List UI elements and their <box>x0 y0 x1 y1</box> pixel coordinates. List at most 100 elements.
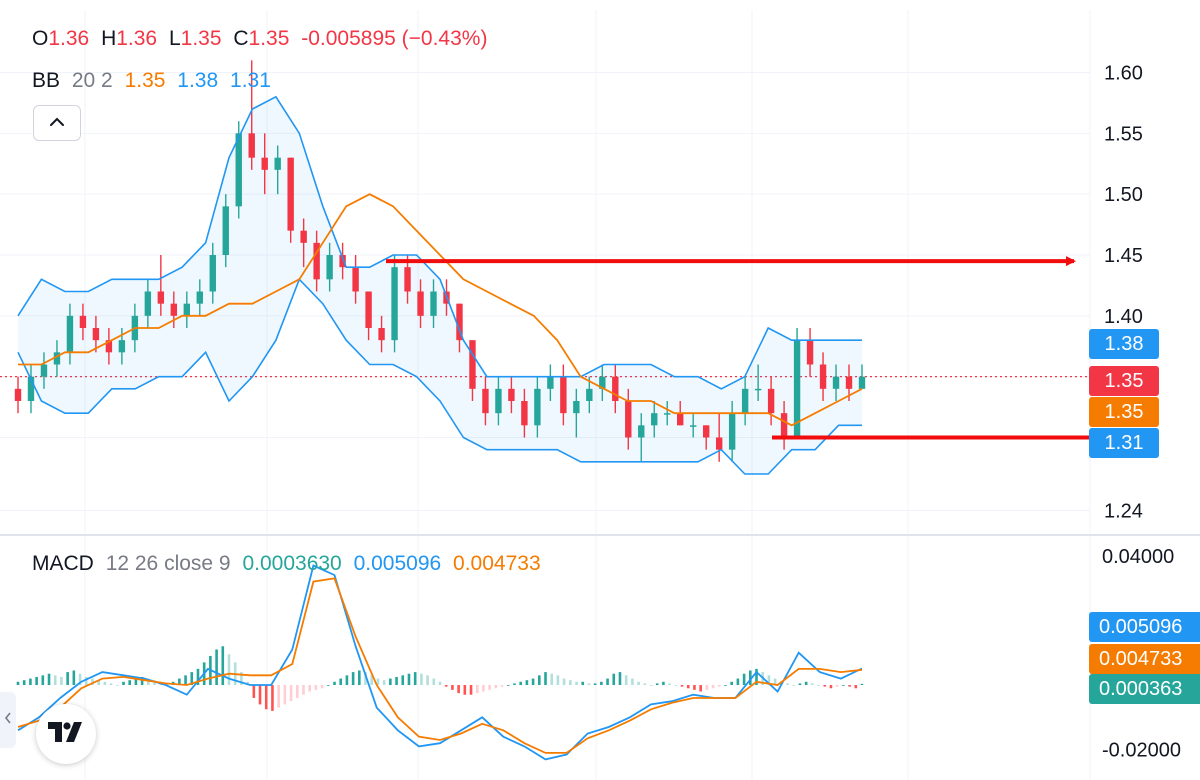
macd-histogram-bar <box>798 683 802 686</box>
candle-body <box>378 327 385 341</box>
macd-signal-line <box>17 577 863 754</box>
candle-body <box>677 413 684 426</box>
candle-body <box>183 303 190 316</box>
candle-body <box>612 376 619 401</box>
candle-body <box>92 327 100 341</box>
macd-legend[interactable]: MACD 12 26 close 9 0.0003630 0.005096 0.… <box>32 552 547 576</box>
candle-body <box>196 291 203 304</box>
macd-histogram-bar <box>463 685 467 695</box>
candle-body <box>339 255 346 268</box>
price-tick-label: 1.45 <box>1104 245 1143 267</box>
macd-histogram-bar <box>401 675 405 686</box>
candle-body <box>313 242 320 280</box>
candle-body <box>352 267 359 292</box>
candle-body <box>170 303 178 316</box>
candle-body <box>586 388 593 401</box>
macd-hist-tag: 0.000363 <box>1089 674 1200 704</box>
low-value: 1.35 <box>180 27 222 50</box>
macd-histogram-bar <box>29 678 32 686</box>
macd-name: MACD <box>32 552 94 575</box>
macd-signal-value: 0.004733 <box>453 552 541 575</box>
macd-histogram-bar <box>66 672 69 686</box>
low-label: L <box>168 27 181 50</box>
candle-body <box>326 255 333 280</box>
macd-histogram-bar <box>221 646 225 686</box>
macd-histogram-bar <box>128 680 132 686</box>
macd-line <box>17 564 863 761</box>
macd-histogram-bar <box>494 685 498 689</box>
macd-histogram-bar <box>53 675 57 686</box>
macd-histogram-bar <box>271 685 274 711</box>
macd-histogram-bar <box>717 685 721 687</box>
annotation-arrows <box>386 256 1099 443</box>
candle-body <box>638 425 645 438</box>
candle-body <box>222 206 229 256</box>
macd-histogram-bar <box>122 681 125 686</box>
macd-histogram-bar <box>550 673 554 686</box>
macd-params: 12 26 close 9 <box>105 552 231 575</box>
candle-body <box>767 388 775 414</box>
macd-histogram-bar <box>693 685 696 690</box>
candle-body <box>274 157 281 170</box>
macd-histogram-bar <box>413 672 417 686</box>
candle-body <box>404 267 411 292</box>
macd-tick-label: 0.04000 <box>1102 546 1174 568</box>
macd-histogram-bar <box>264 685 268 710</box>
macd-histogram-bar <box>376 678 380 686</box>
candle-body <box>741 388 749 414</box>
high-value: 1.36 <box>116 27 158 50</box>
price-tick-label: 1.24 <box>1104 500 1143 522</box>
macd-histogram-bar <box>792 685 796 686</box>
macd-histogram-bar <box>668 683 671 686</box>
macd-histogram-bar <box>773 678 777 686</box>
macd-histogram-bar <box>227 654 231 686</box>
macd-histogram-bar <box>680 685 684 687</box>
expand-sidebar-tab[interactable] <box>0 692 16 748</box>
candle-body <box>625 400 632 438</box>
macd-histogram-bar <box>618 672 622 686</box>
tradingview-logo[interactable] <box>36 704 96 764</box>
macd-histogram-bar <box>829 685 833 689</box>
candle-body <box>430 291 437 316</box>
bb-legend[interactable]: BB 20 2 1.35 1.38 1.31 <box>32 69 277 93</box>
macd-line-tag: 0.005096 <box>1089 612 1200 642</box>
macd-histogram-bar <box>258 685 262 705</box>
collapse-legend-button[interactable] <box>33 105 81 141</box>
candle-body <box>702 425 710 438</box>
candle-body <box>261 157 268 170</box>
last-price-tag: 1.35 <box>1089 366 1159 396</box>
candle-body <box>651 413 658 426</box>
macd-histogram-bar <box>91 678 94 686</box>
macd-histogram-bar <box>196 668 200 686</box>
candle-body <box>573 400 580 414</box>
macd-histogram-bar <box>370 675 374 686</box>
macd-histogram-bar <box>786 683 789 686</box>
candle-body <box>715 437 723 450</box>
macd-histogram-bar <box>686 685 690 689</box>
macd-histogram-bar <box>587 683 591 686</box>
macd-histogram-bar <box>184 675 187 686</box>
macd-histogram-bar <box>860 683 864 686</box>
macd-histogram-bar <box>252 685 256 698</box>
bollinger-band-fill <box>18 96 862 475</box>
price-tick-label: 1.40 <box>1104 306 1143 328</box>
macd-histogram-bar <box>835 685 839 687</box>
macd-histogram-bar <box>724 685 727 686</box>
macd-histogram-bar <box>848 685 851 687</box>
macd-histogram-bar <box>351 672 355 686</box>
macd-histogram-bar <box>47 673 51 686</box>
macd-histogram-bar <box>178 678 181 686</box>
bb-upper-line <box>17 95 862 390</box>
candle-body <box>690 425 697 427</box>
macd-histogram-bar <box>575 681 578 686</box>
macd-histogram-bar <box>643 683 647 686</box>
bb-params: 20 2 <box>71 69 113 92</box>
candle-body <box>664 413 671 415</box>
lower-band-price-tag: 1.31 <box>1089 428 1159 458</box>
candle-body <box>534 388 541 426</box>
macd-histogram-bar <box>513 683 516 686</box>
macd-histogram-bar <box>612 673 616 686</box>
macd-signal-tag: 0.004733 <box>1089 644 1200 674</box>
candle-body <box>832 376 840 389</box>
